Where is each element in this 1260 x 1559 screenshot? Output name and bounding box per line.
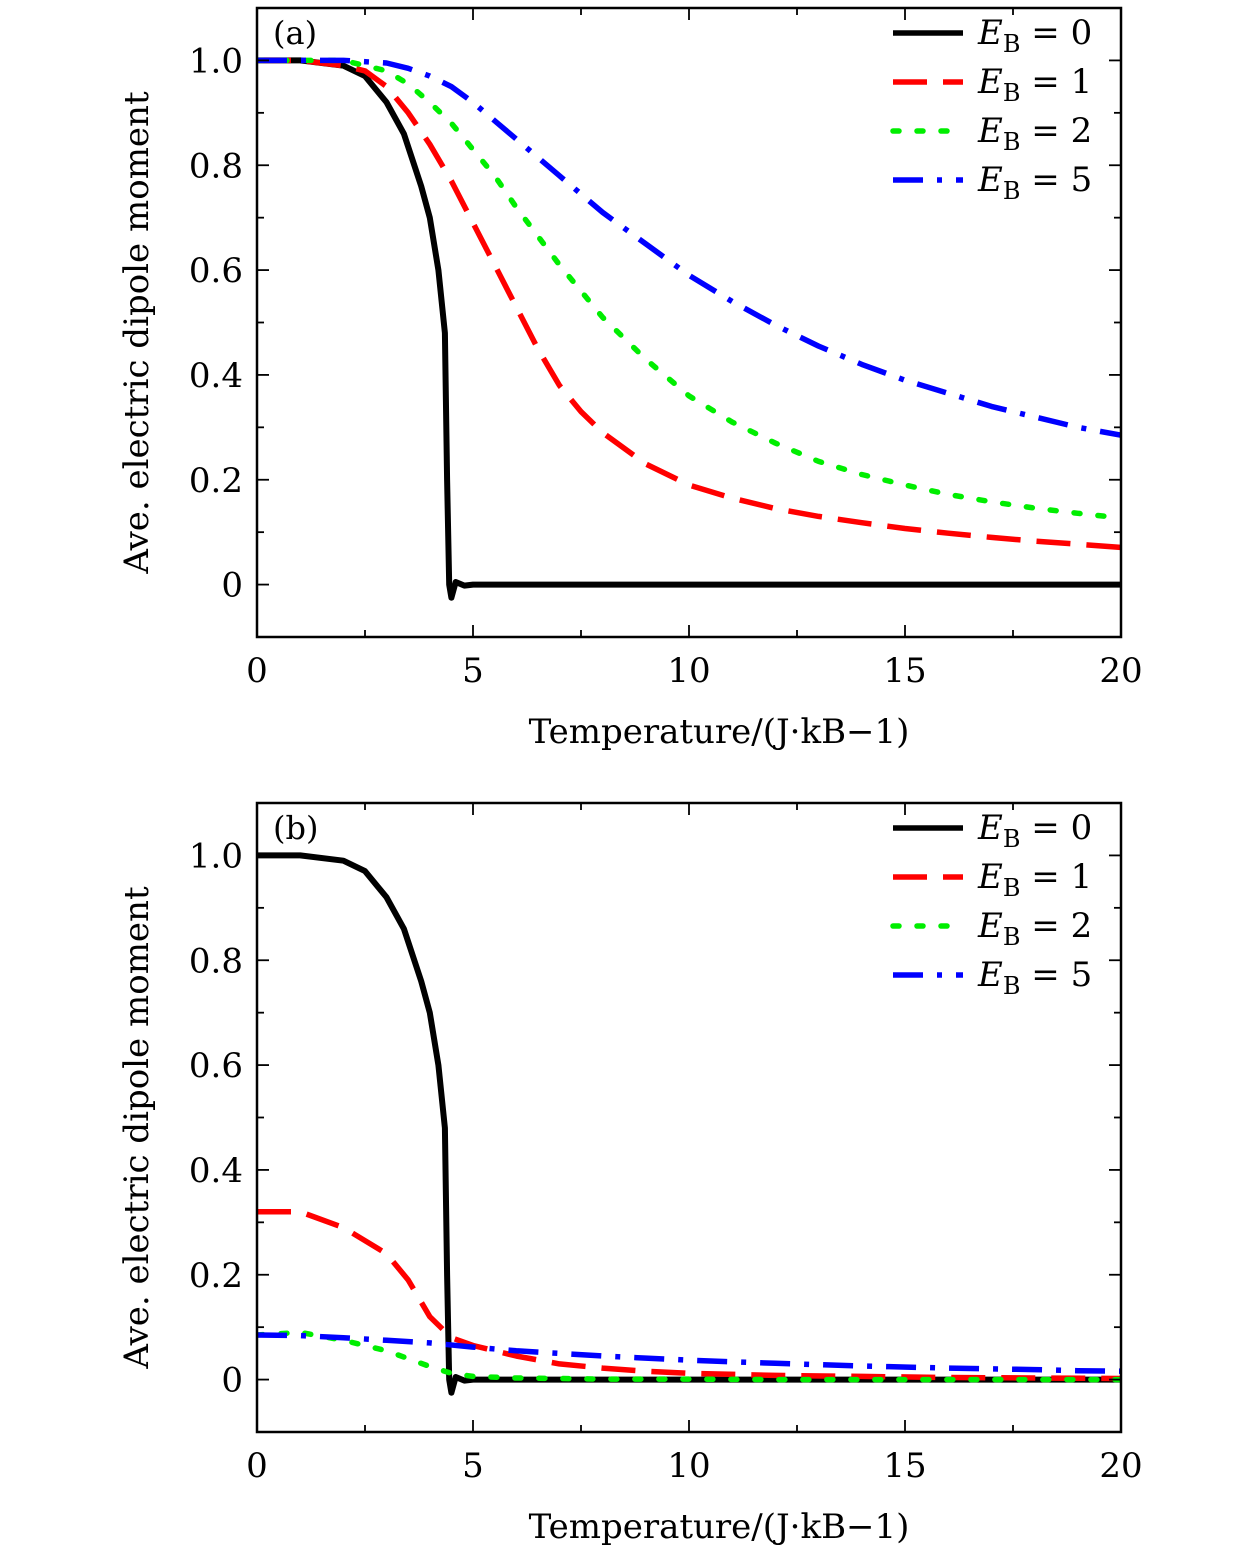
series-line-2 [257,57,1121,521]
x-tick-label: 5 [462,651,484,691]
x-tick-label: 10 [667,1446,710,1486]
legend-label: EB = 0 [977,808,1092,853]
x-tick-label: 20 [1099,651,1142,691]
series-line-0 [257,852,1121,1396]
x-tick-label: 15 [883,1446,926,1486]
x-axis-label: Temperature/(J·kB−1) [529,712,910,752]
legend-label: EB = 1 [977,62,1092,107]
y-tick-label: 0.6 [189,1046,243,1086]
x-tick-label: 5 [462,1446,484,1486]
y-tick-label: 0.4 [189,356,243,396]
legend-label: EB = 2 [977,906,1092,951]
legend-label: EB = 2 [977,111,1092,156]
legend-label: EB = 0 [977,13,1092,58]
y-tick-label: 0.2 [189,1256,243,1296]
x-tick-label: 0 [246,651,268,691]
y-tick-label: 0.4 [189,1151,243,1191]
series-line-3 [257,57,1121,438]
legend-label: EB = 1 [977,857,1092,902]
chart-panel-a: 0 5 10 15 20 0 0.2 0.4 0.6 0.8 1.0 Temperature/(J·k… [117,6,1143,752]
series-line-1 [257,57,1121,551]
y-tick-label: 0.8 [189,146,243,186]
panel-label: (b) [273,809,318,847]
x-tick-label: 0 [246,1446,268,1486]
y-axis-label: Ave. electric dipole moment [117,91,157,575]
y-tick-label: 0.2 [189,461,243,501]
y-tick-label: 1.0 [189,836,243,876]
x-tick-label: 15 [883,651,926,691]
y-tick-label: 0.6 [189,251,243,291]
panel-label: (a) [273,14,317,52]
y-tick-label: 0.8 [189,941,243,981]
legend: EB = 0EB = 1EB = 2EB = 5 [890,808,1092,1000]
legend-label: EB = 5 [977,955,1092,1000]
x-axis-label: Temperature/(J·kB−1) [529,1507,910,1547]
y-axis-label: Ave. electric dipole moment [117,886,157,1370]
y-tick-label: 0 [221,1361,243,1401]
x-tick-label: 20 [1099,1446,1142,1486]
legend-label: EB = 5 [977,160,1092,205]
series-line-3 [257,1332,1121,1374]
series-line-2 [257,1329,1121,1383]
y-tick-label: 0 [221,566,243,606]
series-line-1 [257,1209,1121,1382]
legend: EB = 0EB = 1EB = 2EB = 5 [890,13,1092,205]
y-tick-label: 1.0 [189,41,243,81]
series-line-0 [257,57,1121,601]
chart-panel-b: 0 5 10 15 20 0 0.2 0.4 0.6 0.8 1.0 Temperature/(J·k… [117,801,1143,1547]
x-tick-label: 10 [667,651,710,691]
